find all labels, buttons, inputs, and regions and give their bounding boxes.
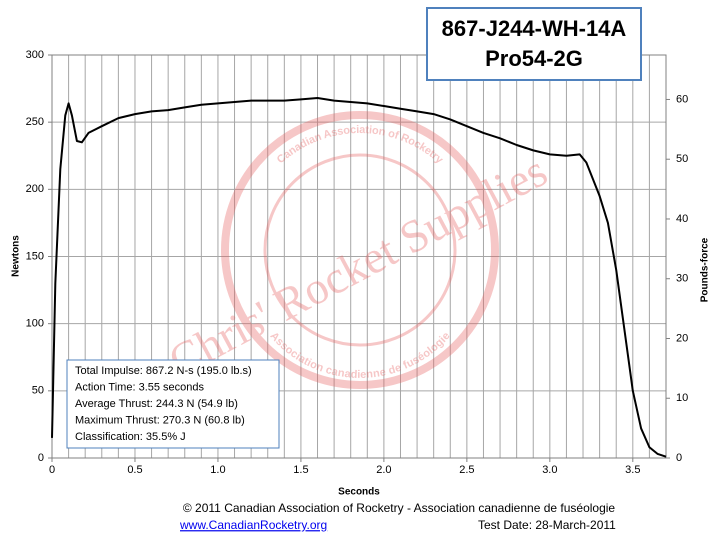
x-tick-label: 1.5 xyxy=(293,464,308,476)
x-tick-label: 2.0 xyxy=(376,464,391,476)
y-axis-label: Newtons xyxy=(11,235,22,277)
x-axis-label: Seconds xyxy=(338,487,380,498)
x-tick-label: 1.0 xyxy=(210,464,225,476)
copyright: © 2011 Canadian Association of Rocketry … xyxy=(183,501,616,515)
info-line: Total Impulse: 867.2 N-s (195.0 lb.s) xyxy=(75,365,252,377)
thrust-curve xyxy=(51,96,667,458)
y2-tick-label: 50 xyxy=(676,153,688,165)
chart-subtitle: Pro54-2G xyxy=(485,46,583,71)
y2-tick-label: 10 xyxy=(676,392,688,404)
x-tick-label: 3.0 xyxy=(542,464,557,476)
watermark-text: Association canadienne de fuséologie xyxy=(268,330,453,381)
y2-tick-label: 40 xyxy=(676,213,688,225)
y-tick-label: 50 xyxy=(32,385,44,397)
y2-tick-label: 30 xyxy=(676,273,688,285)
info-line: Classification: 35.5% J xyxy=(75,431,186,443)
y2-axis-label: Pounds-force xyxy=(700,237,711,302)
x-tick-label: 0.5 xyxy=(127,464,142,476)
x-tick-label: 2.5 xyxy=(459,464,474,476)
y-tick-label: 100 xyxy=(26,318,44,330)
y-tick-label: 0 xyxy=(38,452,44,464)
y2-tick-label: 0 xyxy=(676,452,682,464)
y2-tick-label: 20 xyxy=(676,332,688,344)
y2-tick-label: 60 xyxy=(676,93,688,105)
info-line: Maximum Thrust: 270.3 N (60.8 lb) xyxy=(75,414,245,426)
watermark-ring xyxy=(263,153,457,347)
y-tick-label: 250 xyxy=(26,116,44,128)
x-tick-label: 0 xyxy=(49,464,55,476)
info-line: Action Time: 3.55 seconds xyxy=(75,381,205,393)
info-line: Average Thrust: 244.3 N (54.9 lb) xyxy=(75,398,238,410)
y-tick-label: 200 xyxy=(26,183,44,195)
chart-title: 867-J244-WH-14A xyxy=(442,16,627,41)
test-date: Test Date: 28-March-2011 xyxy=(478,518,616,532)
watermark-ring xyxy=(221,111,499,389)
watermark-arc: Association canadienne de fuséologie xyxy=(268,330,453,381)
watermark: Canadian Association of Rocketry Associa… xyxy=(160,111,555,389)
link[interactable]: www.CanadianRocketry.org xyxy=(179,518,327,532)
y-tick-label: 300 xyxy=(26,49,44,61)
x-tick-label: 3.5 xyxy=(625,464,640,476)
y-tick-label: 150 xyxy=(26,250,44,262)
title-box xyxy=(426,7,642,81)
info-box xyxy=(66,359,280,449)
